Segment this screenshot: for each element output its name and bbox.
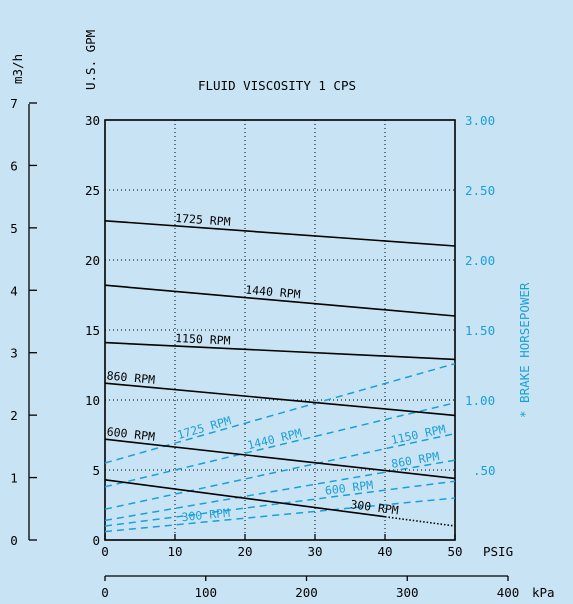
kpa-tick-label: 100 xyxy=(194,585,217,600)
kpa-tick-label: 400 xyxy=(497,585,520,600)
horsepower-tick-label: 1.50 xyxy=(465,323,495,338)
flow-curve-label: 300 RPM xyxy=(350,497,400,517)
flow-curve-label: 1440 RPM xyxy=(245,283,301,302)
flow-curve-label: 1150 RPM xyxy=(175,331,231,348)
m3h-tick-label: 1 xyxy=(10,471,18,486)
chart-title: FLUID VISCOSITY 1 CPS xyxy=(198,78,356,93)
m3h-tick-label: 2 xyxy=(10,408,18,423)
m3h-axis-label: m3/h xyxy=(10,54,25,84)
flow-series-line xyxy=(104,341,456,361)
kpa-tick-label: 300 xyxy=(396,585,419,600)
horsepower-axis-label: * BRAKE HORSEPOWER xyxy=(517,282,532,418)
flow-series-line xyxy=(104,220,456,247)
flow-lines xyxy=(104,220,456,527)
hp-curve-label: 1725 RPM xyxy=(175,413,232,442)
m3h-tick-label: 7 xyxy=(10,96,18,111)
hp-series-line xyxy=(104,362,456,464)
gpm-axis-label: U.S. GPM xyxy=(83,30,98,90)
psig-tick-label: 40 xyxy=(377,544,392,559)
psig-tick-label: 50 xyxy=(447,544,462,559)
psig-tick-label: 20 xyxy=(237,544,252,559)
kpa-axis-label: kPa xyxy=(532,585,555,600)
gpm-tick-label: 25 xyxy=(85,183,100,198)
kpa-tick-label: 0 xyxy=(101,585,109,600)
kpa-tick-label: 200 xyxy=(295,585,318,600)
hp-series-line xyxy=(104,480,456,527)
horsepower-tick-label: 1.00 xyxy=(465,393,495,408)
flow-curve-label: 1725 RPM xyxy=(175,211,231,229)
m3h-tick-label: 4 xyxy=(10,283,18,298)
gpm-tick-label: 20 xyxy=(85,253,100,268)
hp-curve-label: 300 RPM xyxy=(181,506,231,525)
gpm-tick-label: 10 xyxy=(85,393,100,408)
hp-series-line xyxy=(104,497,456,533)
psig-axis-label: PSIG xyxy=(483,544,513,559)
gpm-tick-label: 5 xyxy=(92,463,100,478)
m3h-tick-label: 5 xyxy=(10,221,18,236)
hp-curve-label: 600 RPM xyxy=(324,478,374,498)
psig-tick-label: 30 xyxy=(307,544,322,559)
horsepower-tick-label: 3.00 xyxy=(465,113,495,128)
psig-tick-label: 10 xyxy=(167,544,182,559)
flow-series-line xyxy=(104,284,456,317)
flow-series-line xyxy=(104,479,386,518)
hp-curve-label: 1440 RPM xyxy=(246,426,303,453)
flow-series-line-dotted xyxy=(384,515,456,527)
horsepower-tick-label: 2.50 xyxy=(465,183,495,198)
m3h-tick-label: 6 xyxy=(10,158,18,173)
horsepower-tick-label: 2.00 xyxy=(465,253,495,268)
m3h-tick-label: 3 xyxy=(10,346,18,361)
psig-tick-label: 0 xyxy=(101,544,109,559)
grid-lines xyxy=(105,120,455,540)
flow-curve-label: 860 RPM xyxy=(106,368,156,386)
m3h-tick-label: 0 xyxy=(10,533,18,548)
hp-curve-label: 1150 RPM xyxy=(390,422,447,447)
flow-series-line xyxy=(104,382,456,417)
gpm-tick-label: 30 xyxy=(85,113,100,128)
flow-curve-label: 600 RPM xyxy=(106,424,156,443)
gpm-tick-label: 15 xyxy=(85,323,100,338)
gpm-tick-label: 0 xyxy=(92,533,100,548)
flow-series-line xyxy=(104,438,456,480)
horsepower-tick-label: .50 xyxy=(473,463,496,478)
